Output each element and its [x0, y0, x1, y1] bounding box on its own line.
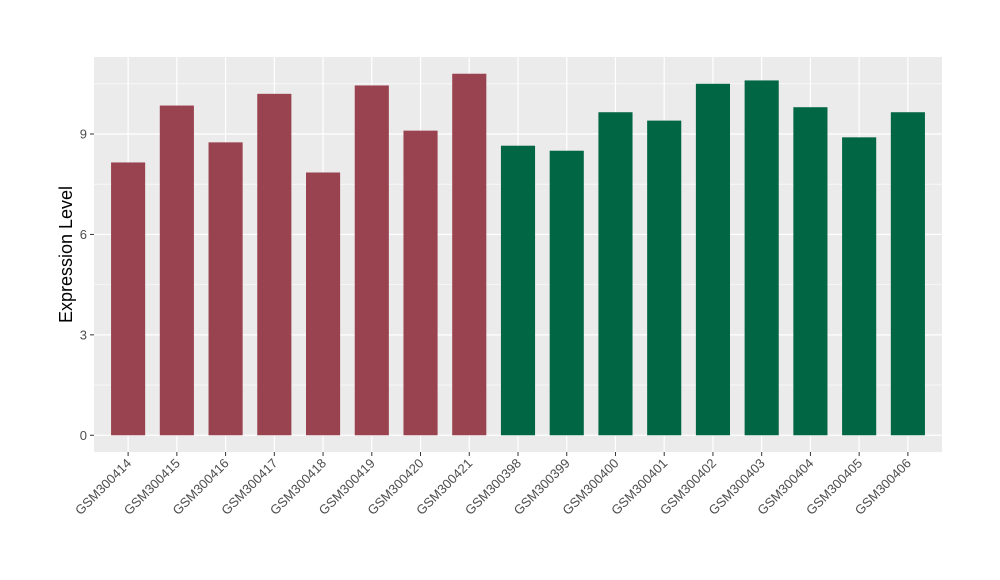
y-tick-label: 9 [80, 126, 87, 141]
x-axis: GSM300414GSM300415GSM300416GSM300417GSM3… [72, 452, 914, 518]
bar-GSM300414 [111, 162, 146, 436]
bar-GSM300406 [890, 112, 925, 436]
bars [111, 73, 925, 436]
bar-GSM300419 [354, 85, 389, 436]
bar-GSM300405 [842, 137, 877, 436]
y-axis: 0 3 6 9 [80, 126, 94, 443]
bar-GSM300401 [647, 120, 682, 436]
y-tick-label: 3 [80, 327, 87, 342]
bar-GSM300404 [793, 107, 828, 436]
y-tick-label: 0 [80, 428, 87, 443]
y-axis-title: Expression Level [56, 186, 76, 323]
bar-GSM300403 [744, 80, 779, 436]
bar-GSM300399 [549, 150, 584, 436]
bar-GSM300418 [306, 172, 341, 436]
bar-GSM300416 [208, 142, 243, 436]
bar-GSM300400 [598, 112, 633, 436]
bar-GSM300417 [257, 93, 292, 436]
y-tick-label: 6 [80, 227, 87, 242]
bar-GSM300415 [159, 105, 194, 436]
bar-GSM300420 [403, 130, 438, 436]
bar-GSM300421 [452, 73, 487, 436]
bar-GSM300402 [695, 83, 730, 436]
bar-GSM300398 [500, 145, 536, 436]
